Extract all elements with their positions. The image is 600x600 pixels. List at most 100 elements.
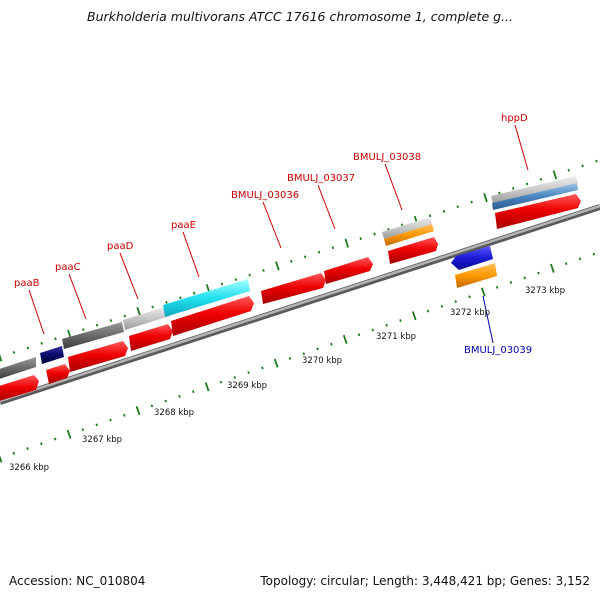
scale-tick <box>509 281 513 284</box>
gene-block-light-gray[interactable] <box>123 306 170 330</box>
gene-arrow[interactable] <box>324 257 373 284</box>
scale-tick <box>219 380 223 384</box>
gene-block-gray[interactable] <box>62 322 124 349</box>
gene-label-paaC[interactable]: paaC <box>55 262 81 273</box>
scale-tick <box>468 295 471 299</box>
scale-tick <box>288 357 292 360</box>
kbp-label: 3269 kbp <box>227 381 267 391</box>
scale-tick <box>179 296 182 300</box>
scale-tick <box>317 250 321 254</box>
scale-tick <box>357 333 361 337</box>
scale-tick <box>552 170 558 180</box>
map-title: Burkholderia multivorans ATCC 17616 chro… <box>87 9 513 24</box>
kbp-label: 3272 kbp <box>450 308 490 318</box>
scale-tick <box>456 205 459 209</box>
gene-block-navy[interactable] <box>40 346 64 364</box>
gene-label-bmulj-03036[interactable]: BMULJ_03036 <box>231 190 299 201</box>
scale-tick <box>109 319 113 322</box>
scale-tick <box>537 271 540 275</box>
gene-label-paaD[interactable]: paaD <box>107 241 134 252</box>
accession-text: Accession: NC_010804 <box>9 574 146 588</box>
scale-tick <box>40 442 43 446</box>
scale-tick <box>442 209 446 213</box>
scale-tick <box>480 287 486 297</box>
gene-arrow[interactable] <box>0 375 39 402</box>
scale-tick <box>411 311 417 321</box>
scale-tick <box>399 319 402 322</box>
scale-tick <box>204 382 210 392</box>
scale-tick <box>550 263 555 273</box>
chromosome-backbone <box>0 204 600 405</box>
scale-tick <box>428 214 432 218</box>
scale-tick <box>178 394 181 398</box>
scale-tick <box>95 323 99 327</box>
gene-label-paaB[interactable]: paaB <box>14 278 40 289</box>
scale-tick <box>95 423 98 427</box>
label-leader-lines <box>28 124 529 344</box>
scale-tick <box>247 371 250 375</box>
scale-tick <box>164 399 167 403</box>
gene-arrow[interactable] <box>129 324 173 351</box>
gene-arrow[interactable] <box>388 237 438 264</box>
gene-label-hppD[interactable]: hppD <box>501 113 528 124</box>
scale-tick <box>26 346 29 350</box>
scale-tick <box>303 255 307 259</box>
scale-tick <box>165 300 168 304</box>
scale-tick <box>234 278 238 281</box>
gene-arrow[interactable] <box>46 364 70 384</box>
scale-tick <box>135 406 141 416</box>
gene-label-bmulj-03039[interactable]: BMULJ_03039 <box>464 345 532 356</box>
scale-tick <box>233 376 236 379</box>
scale-tick <box>342 334 348 344</box>
scale-tick <box>302 352 306 356</box>
scale-tick <box>331 246 335 250</box>
scale-tick <box>581 164 584 168</box>
scale-tick <box>592 252 596 256</box>
scale-tick <box>344 238 350 248</box>
lower-scale-ticks <box>0 252 596 463</box>
gene-block-light-gray[interactable] <box>491 176 578 204</box>
cog-track-outer <box>0 176 578 380</box>
scale-tick <box>192 390 195 394</box>
gene-arrow[interactable] <box>68 341 128 372</box>
scale-tick <box>275 261 280 271</box>
scale-tick <box>483 193 488 203</box>
gene-block-cyan[interactable] <box>163 279 250 317</box>
scale-tick <box>0 354 3 362</box>
scale-tick <box>316 347 319 351</box>
gene-arrow[interactable] <box>261 273 326 304</box>
scale-tick <box>564 262 568 266</box>
gene-arrow[interactable] <box>495 194 581 229</box>
scale-tick <box>53 437 57 441</box>
scale-tick <box>470 200 473 204</box>
gene-block-steel-blue[interactable] <box>492 183 578 210</box>
scale-tick <box>81 428 85 431</box>
gene-arrow[interactable] <box>171 296 254 336</box>
scale-tick <box>12 451 16 455</box>
gene-label-paaE[interactable]: paaE <box>171 220 196 231</box>
scale-tick <box>248 273 251 277</box>
scale-tick <box>359 237 362 240</box>
gene-label-bmulj-03038[interactable]: BMULJ_03038 <box>353 152 421 163</box>
scale-tick <box>150 404 154 408</box>
scale-tick <box>371 328 375 332</box>
gene-block-orange[interactable] <box>455 263 497 288</box>
gene-block-gray[interactable] <box>0 357 36 380</box>
upper-scale-ticks <box>0 159 598 362</box>
gene-block-orange[interactable] <box>384 224 434 246</box>
scale-tick <box>273 358 279 368</box>
scale-tick <box>262 269 265 272</box>
gene-label-bmulj-03037[interactable]: BMULJ_03037 <box>287 173 355 184</box>
scale-tick <box>151 305 154 309</box>
kbp-scale-labels: 3266 kbp 3267 kbp 3268 kbp 3269 kbp 3270… <box>9 286 565 473</box>
reverse-gene-arrow[interactable] <box>451 246 493 270</box>
scale-tick <box>0 455 3 463</box>
scale-tick <box>66 429 72 439</box>
kbp-label: 3270 kbp <box>302 356 342 366</box>
scale-tick <box>454 300 457 303</box>
gene-block-light-gray[interactable] <box>382 217 432 239</box>
kbp-label: 3268 kbp <box>154 408 194 418</box>
gene-labels: paaB paaC paaD paaE BMULJ_03036 BMULJ_03… <box>14 113 532 356</box>
genome-summary-text: Topology: circular; Length: 3,448,421 bp… <box>260 574 590 588</box>
